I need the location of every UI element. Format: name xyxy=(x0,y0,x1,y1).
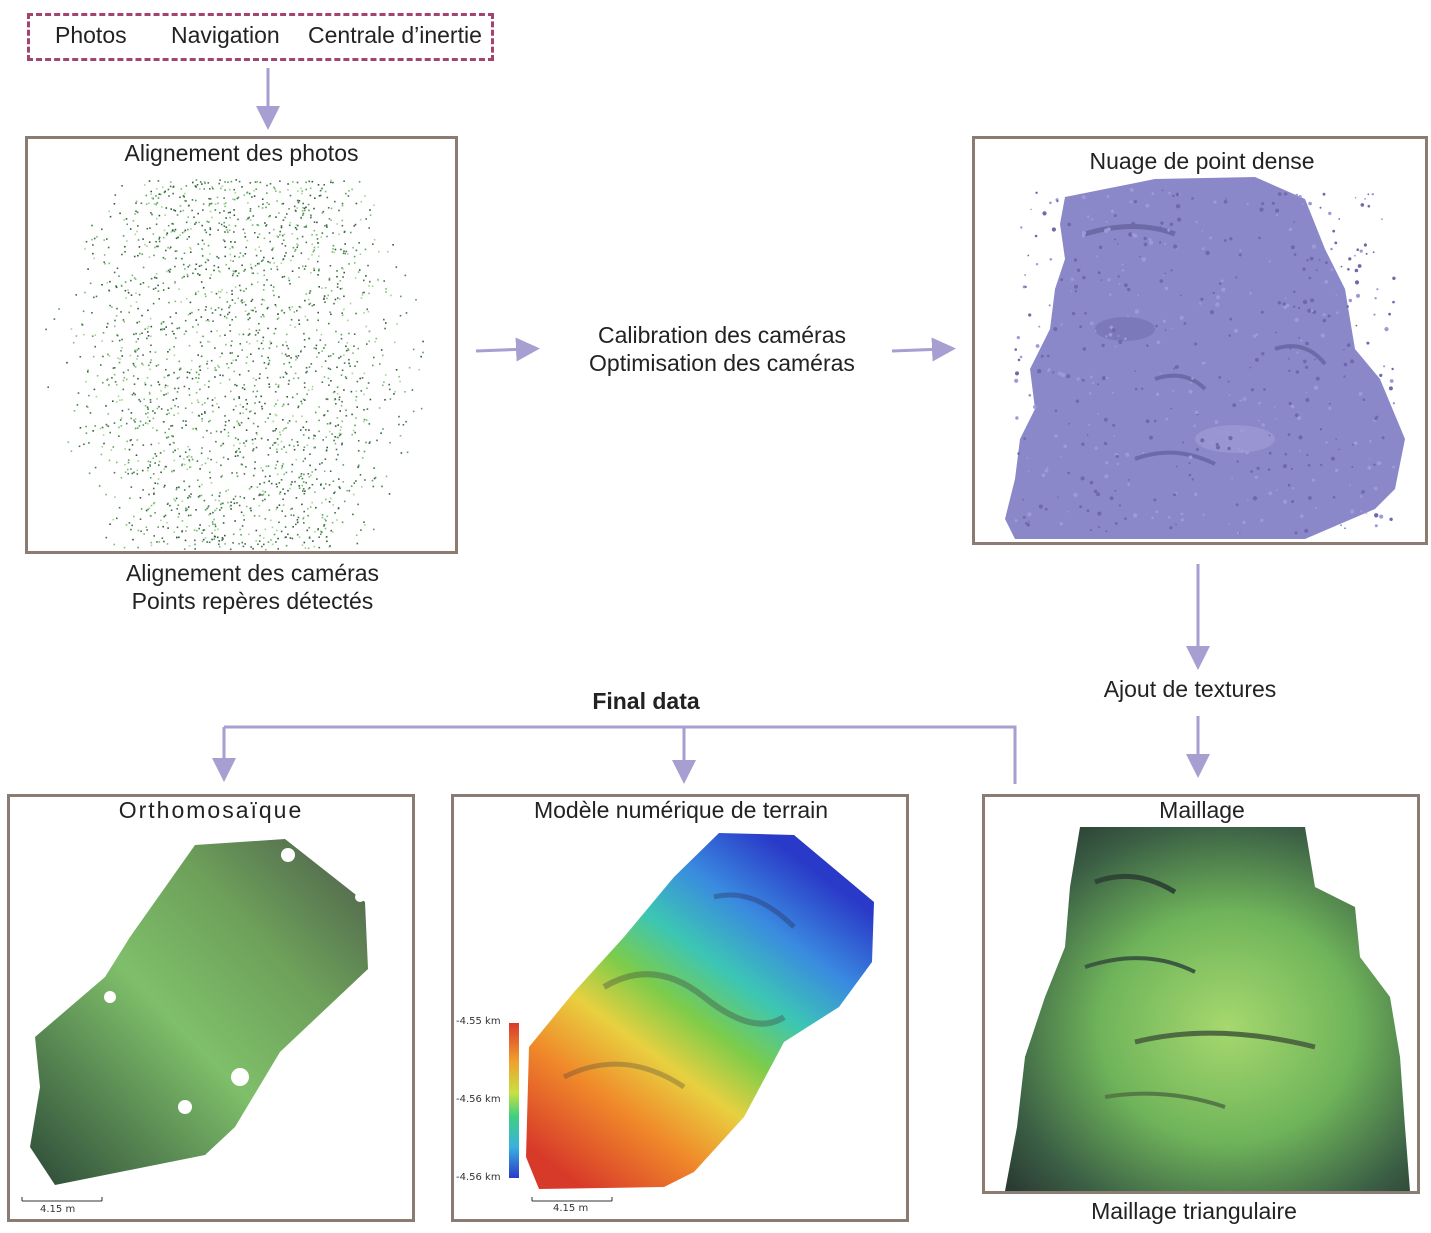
colorbar-label-top: -4.55 km xyxy=(456,1016,501,1027)
input-photos-label: Photos xyxy=(55,22,127,48)
align-photos-caption-1: Alignement des caméras xyxy=(125,560,380,586)
arrow-align-to-calibration xyxy=(475,337,540,362)
mesh-title: Maillage xyxy=(1159,797,1245,823)
orthomosaic-box xyxy=(7,794,415,1222)
dem-image xyxy=(509,833,874,1202)
mesh-caption: Maillage triangulaire xyxy=(1091,1198,1297,1224)
input-navigation-label: Navigation xyxy=(171,22,280,48)
dense-point-cloud-image xyxy=(1005,177,1405,539)
orthomosaic-title: Orthomosaïque xyxy=(118,797,304,823)
textures-label: Ajout de textures xyxy=(1103,676,1277,702)
align-photos-box xyxy=(25,136,458,554)
calibration-line-2: Optimisation des caméras xyxy=(589,350,855,376)
input-sources-box xyxy=(27,13,494,61)
final-data-bracket xyxy=(224,725,1017,784)
final-data-label: Final data xyxy=(592,688,700,714)
dense-cloud-box xyxy=(972,136,1428,545)
colorbar-label-bottom: -4.56 km xyxy=(456,1172,501,1183)
arrow-calibration-to-dense xyxy=(891,337,956,362)
dem-box xyxy=(451,794,909,1222)
dense-cloud-title: Nuage de point dense xyxy=(1089,148,1315,174)
mesh-box xyxy=(982,794,1420,1194)
orthomosaic-scale: 4.15 m xyxy=(40,1204,76,1215)
input-inertial-label: Centrale d’inertie xyxy=(308,22,482,48)
align-photos-caption-2: Points repères détectés xyxy=(131,588,374,614)
calibration-line-1: Calibration des caméras xyxy=(597,322,846,348)
dem-title: Modèle numérique de terrain xyxy=(533,797,829,823)
align-photos-title: Alignement des photos xyxy=(124,140,359,166)
dem-scale: 4.15 m xyxy=(553,1203,589,1214)
sparse-point-cloud-image xyxy=(45,179,424,551)
orthomosaic-image xyxy=(21,839,368,1202)
colorbar-label-mid: -4.56 km xyxy=(456,1094,501,1105)
mesh-image xyxy=(1005,827,1410,1191)
